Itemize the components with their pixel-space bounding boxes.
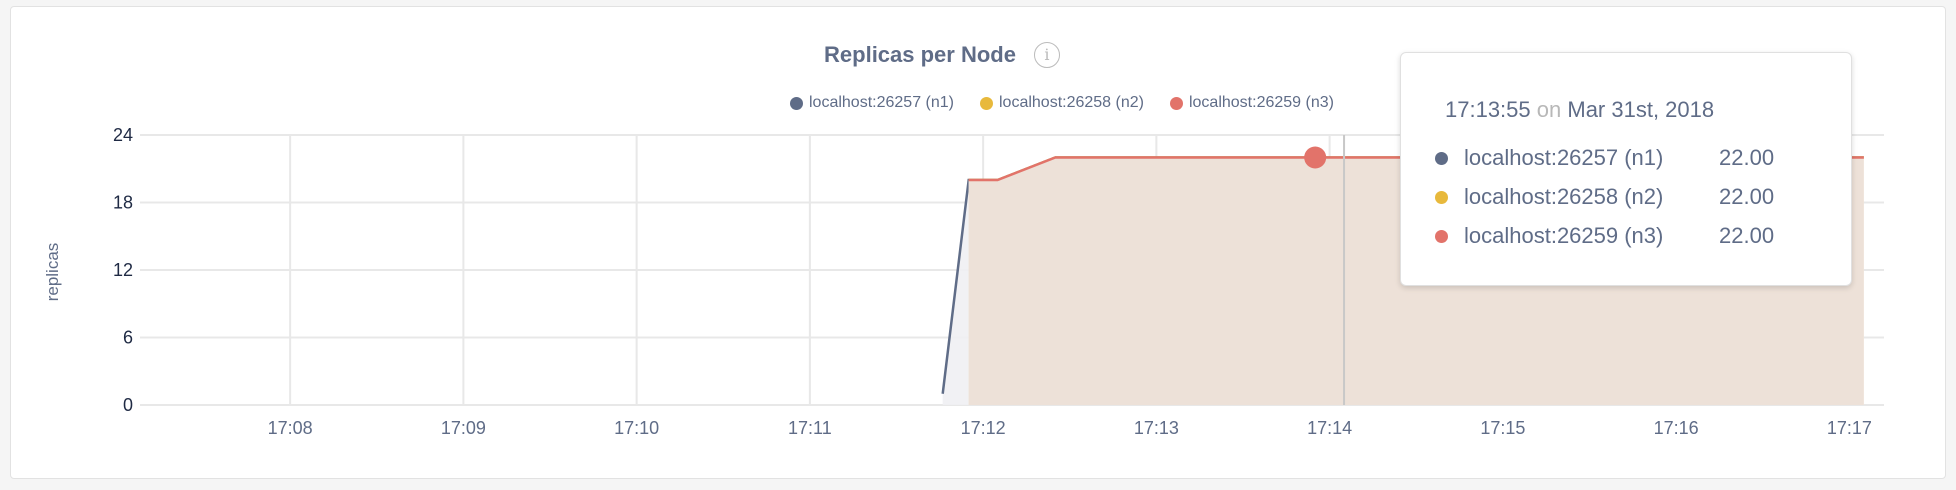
x-tick-label: 17:15 [1480,418,1525,438]
hover-tooltip: 17:13:55 on Mar 31st, 2018 localhost:262… [1400,52,1852,286]
y-tick-label: 12 [113,260,133,280]
y-tick-label: 18 [113,193,133,213]
x-tick-label: 17:13 [1134,418,1179,438]
x-tick-label: 17:11 [788,418,832,438]
chart-title: Replicas per Node i [0,42,1884,68]
y-tick-label: 0 [123,395,133,415]
legend-dot [790,96,803,110]
tooltip-row: localhost:26258 (n2) 22.00 [1435,184,1774,210]
legend-dot [979,96,993,110]
tooltip-row: localhost:26257 (n1) 22.00 [1435,145,1774,171]
legend-item-n2[interactable]: localhost:26258 (n2) [979,94,1144,112]
x-tick-label: 17:12 [961,418,1006,438]
y-axis-label: replicas [43,243,62,302]
y-tick-label: 24 [113,125,133,145]
tooltip-timestamp: 17:13:55 on Mar 31st, 2018 [1445,97,1715,122]
x-tick-label: 17:16 [1654,418,1699,438]
series-dot [1435,229,1448,243]
hover-point [1304,146,1327,169]
x-tick-label: 17:14 [1307,418,1352,438]
x-tick-label: 17:10 [614,418,659,438]
x-tick-label: 17:08 [268,418,313,438]
legend: localhost:26257 (n1) localhost:26258 (n2… [790,94,1334,112]
y-tick-label: 6 [123,328,133,348]
info-icon[interactable]: i [1033,42,1060,68]
series-dot [1435,190,1448,204]
tooltip-row: localhost:26259 (n3) 22.00 [1435,223,1774,249]
legend-item-n3[interactable]: localhost:26259 (n3) [1169,94,1334,112]
legend-dot [1169,96,1183,110]
x-tick-label: 17:09 [441,418,486,438]
legend-item-n1[interactable]: localhost:26257 (n1) [790,94,954,112]
x-tick-label: 17:17 [1827,418,1872,438]
series-dot [1435,151,1448,165]
